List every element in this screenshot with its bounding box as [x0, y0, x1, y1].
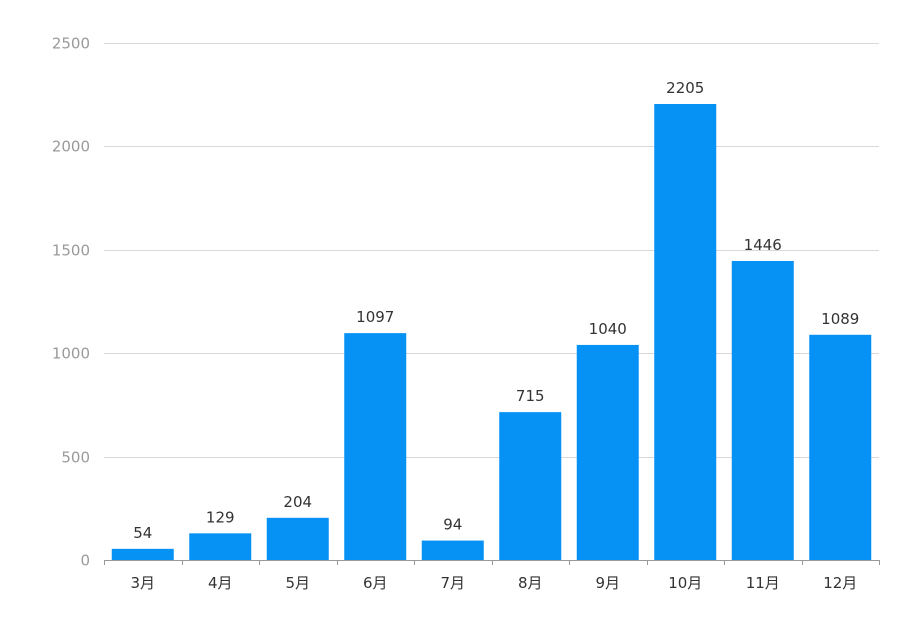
x-tick-label: 9月	[595, 574, 620, 592]
data-label: 129	[206, 508, 235, 526]
x-tick-label: 12月	[823, 574, 857, 592]
data-label: 204	[283, 493, 312, 511]
data-label: 715	[516, 387, 545, 405]
x-tick-label: 7月	[440, 574, 465, 592]
x-tick-label: 4月	[208, 574, 233, 592]
data-label: 1097	[356, 308, 394, 326]
x-tick-label: 10月	[668, 574, 702, 592]
bar-12月	[809, 334, 872, 560]
data-label: 1089	[821, 310, 859, 328]
bar-5月	[266, 517, 329, 560]
bar-6月	[344, 333, 407, 560]
y-tick-label: 1000	[52, 345, 90, 363]
bar-3月	[111, 548, 174, 560]
bar-10月	[654, 104, 717, 561]
data-labels: 54 129 204 1097 94 715 1040 2205 1446 1089	[133, 79, 859, 542]
bar-9月	[576, 344, 639, 560]
data-label: 2205	[666, 79, 704, 97]
data-label: 54	[133, 524, 152, 542]
bar-7月	[421, 540, 484, 560]
bar-8月	[499, 412, 562, 560]
bar-4月	[189, 533, 252, 560]
y-tick-label: 0	[80, 552, 90, 570]
x-tick-label: 3月	[130, 574, 155, 592]
x-tick-label: 5月	[285, 574, 310, 592]
y-tick-label: 500	[61, 449, 90, 467]
y-tick-label: 2000	[52, 138, 90, 156]
bar-11月	[731, 260, 794, 560]
data-label: 1446	[744, 236, 782, 254]
bars	[111, 104, 872, 561]
x-axis-labels: 3月 4月 5月 6月 7月 8月 9月 10月 11月 12月	[130, 574, 857, 592]
data-label: 94	[443, 516, 462, 534]
y-tick-label: 2500	[52, 35, 90, 53]
y-tick-label: 1500	[52, 242, 90, 260]
x-tick-label: 11月	[746, 574, 780, 592]
x-tick-label: 8月	[518, 574, 543, 592]
y-axis-labels: 0 500 1000 1500 2000 2500	[52, 35, 90, 570]
x-tick-label: 6月	[363, 574, 388, 592]
data-label: 1040	[589, 320, 627, 338]
x-axis	[104, 560, 880, 565]
